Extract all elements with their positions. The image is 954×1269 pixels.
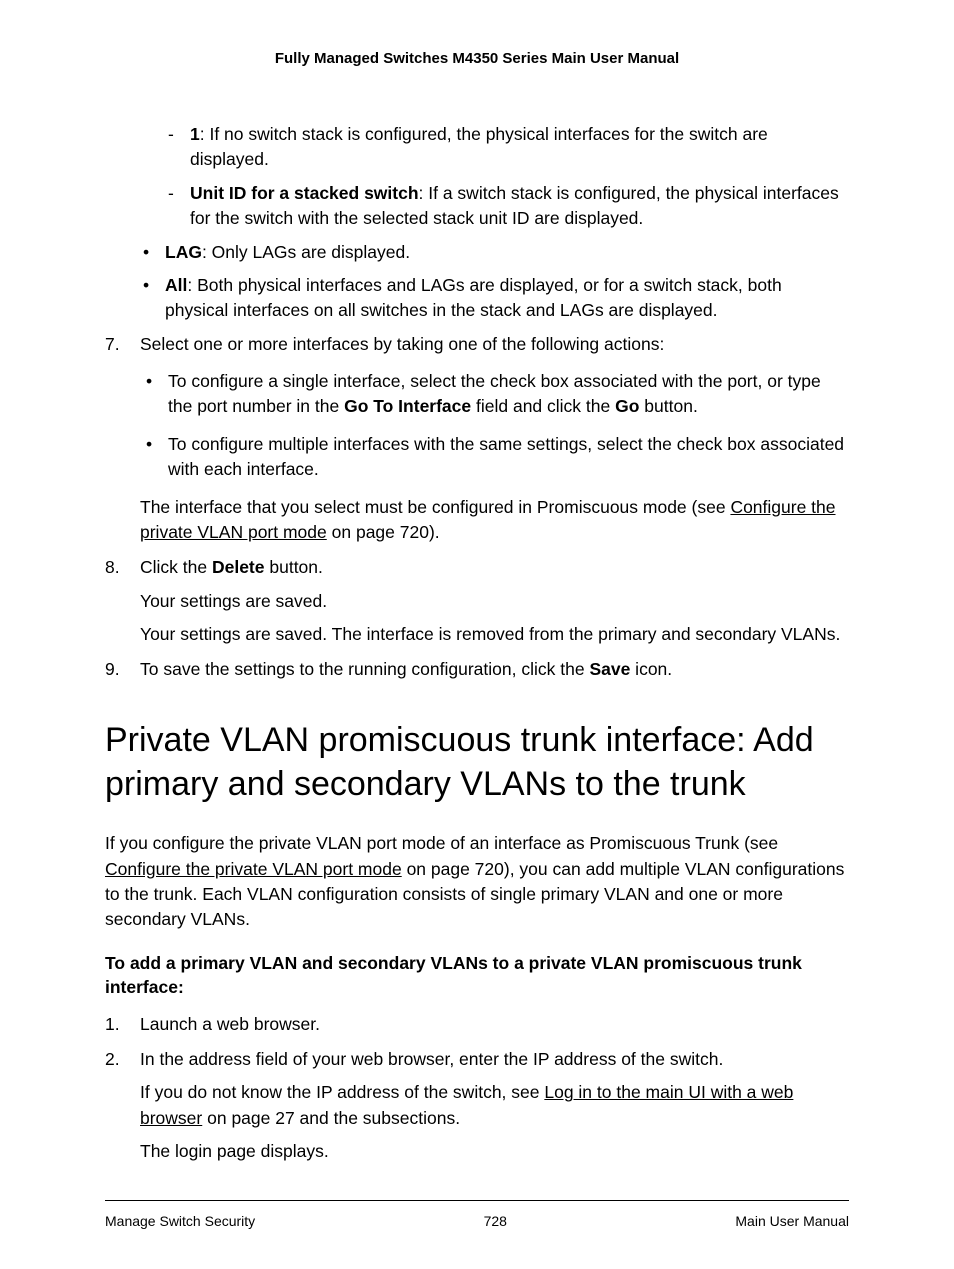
text-part: To configure multiple interfaces with th… — [168, 434, 844, 479]
item-text: : Both physical interfaces and LAGs are … — [165, 275, 782, 320]
step-marker: 2. — [105, 1047, 120, 1072]
instruction-heading: To add a primary VLAN and secondary VLAN… — [105, 951, 849, 1000]
bold-text: All — [165, 275, 187, 295]
step-marker: 8. — [105, 555, 120, 580]
bullet-item: All: Both physical interfaces and LAGs a… — [165, 273, 849, 324]
step-text: Launch a web browser. — [140, 1014, 320, 1034]
link-text[interactable]: Configure the private VLAN port mode — [105, 859, 402, 879]
step-8-p2: Your settings are saved. The interface i… — [140, 622, 849, 647]
step-8: 8. Click the Delete button. Your setting… — [105, 555, 849, 647]
text-part: If you do not know the IP address of the… — [140, 1082, 544, 1102]
text-part: To save the settings to the running conf… — [140, 659, 589, 679]
page-header: Fully Managed Switches M4350 Series Main… — [105, 50, 849, 67]
dash-item: 1: If no switch stack is configured, the… — [190, 122, 849, 173]
footer-left: Manage Switch Security — [105, 1213, 255, 1229]
item-text: : If no switch stack is configured, the … — [190, 124, 768, 169]
sub-item: To configure a single interface, select … — [168, 369, 849, 420]
intro-paragraph: If you configure the private VLAN port m… — [105, 831, 849, 933]
step-a2: 2. In the address field of your web brow… — [105, 1047, 849, 1165]
step-7: 7. Select one or more interfaces by taki… — [105, 332, 849, 546]
step-a2-p1: If you do not know the IP address of the… — [140, 1080, 849, 1131]
step-7-note: The interface that you select must be co… — [140, 495, 849, 546]
dash-sublist: 1: If no switch stack is configured, the… — [105, 122, 849, 232]
text-part: button. — [639, 396, 697, 416]
step-text: In the address field of your web browser… — [140, 1049, 723, 1069]
bold-text: LAG — [165, 242, 202, 262]
page-footer: Manage Switch Security 728 Main User Man… — [105, 1200, 849, 1229]
step-a1: 1. Launch a web browser. — [105, 1012, 849, 1037]
text-part: field and click the — [471, 396, 615, 416]
step-7-sublist: To configure a single interface, select … — [140, 369, 849, 483]
bold-text: Save — [589, 659, 630, 679]
step-marker: 7. — [105, 332, 120, 357]
bold-text: Delete — [212, 557, 265, 577]
bold-text: Go To Interface — [344, 396, 471, 416]
footer-right: Main User Manual — [735, 1213, 849, 1229]
document-page: Fully Managed Switches M4350 Series Main… — [0, 0, 954, 1269]
step-marker: 9. — [105, 657, 120, 682]
bold-text: 1 — [190, 124, 200, 144]
text-part: Click the — [140, 557, 212, 577]
text-part: on page 27 and the subsections. — [202, 1108, 460, 1128]
text-part: button. — [265, 557, 323, 577]
footer-center: 728 — [484, 1213, 507, 1229]
bold-text: Unit ID for a stacked switch — [190, 183, 419, 203]
step-9: 9. To save the settings to the running c… — [105, 657, 849, 682]
bullet-list: LAG: Only LAGs are displayed. All: Both … — [105, 240, 849, 324]
dash-item: Unit ID for a stacked switch: If a switc… — [190, 181, 849, 232]
step-marker: 1. — [105, 1012, 120, 1037]
step-text: Select one or more interfaces by taking … — [140, 334, 664, 354]
text-part: If you configure the private VLAN port m… — [105, 833, 778, 853]
sub-item: To configure multiple interfaces with th… — [168, 432, 849, 483]
text-part: on page 720). — [327, 522, 440, 542]
text-part: icon. — [630, 659, 672, 679]
bold-text: Go — [615, 396, 639, 416]
item-text: : Only LAGs are displayed. — [202, 242, 410, 262]
text-part: The interface that you select must be co… — [140, 497, 730, 517]
step-8-p1: Your settings are saved. — [140, 589, 849, 614]
step-a2-p2: The login page displays. — [140, 1139, 849, 1164]
section-heading: Private VLAN promiscuous trunk interface… — [105, 718, 849, 806]
bullet-item: LAG: Only LAGs are displayed. — [165, 240, 849, 265]
